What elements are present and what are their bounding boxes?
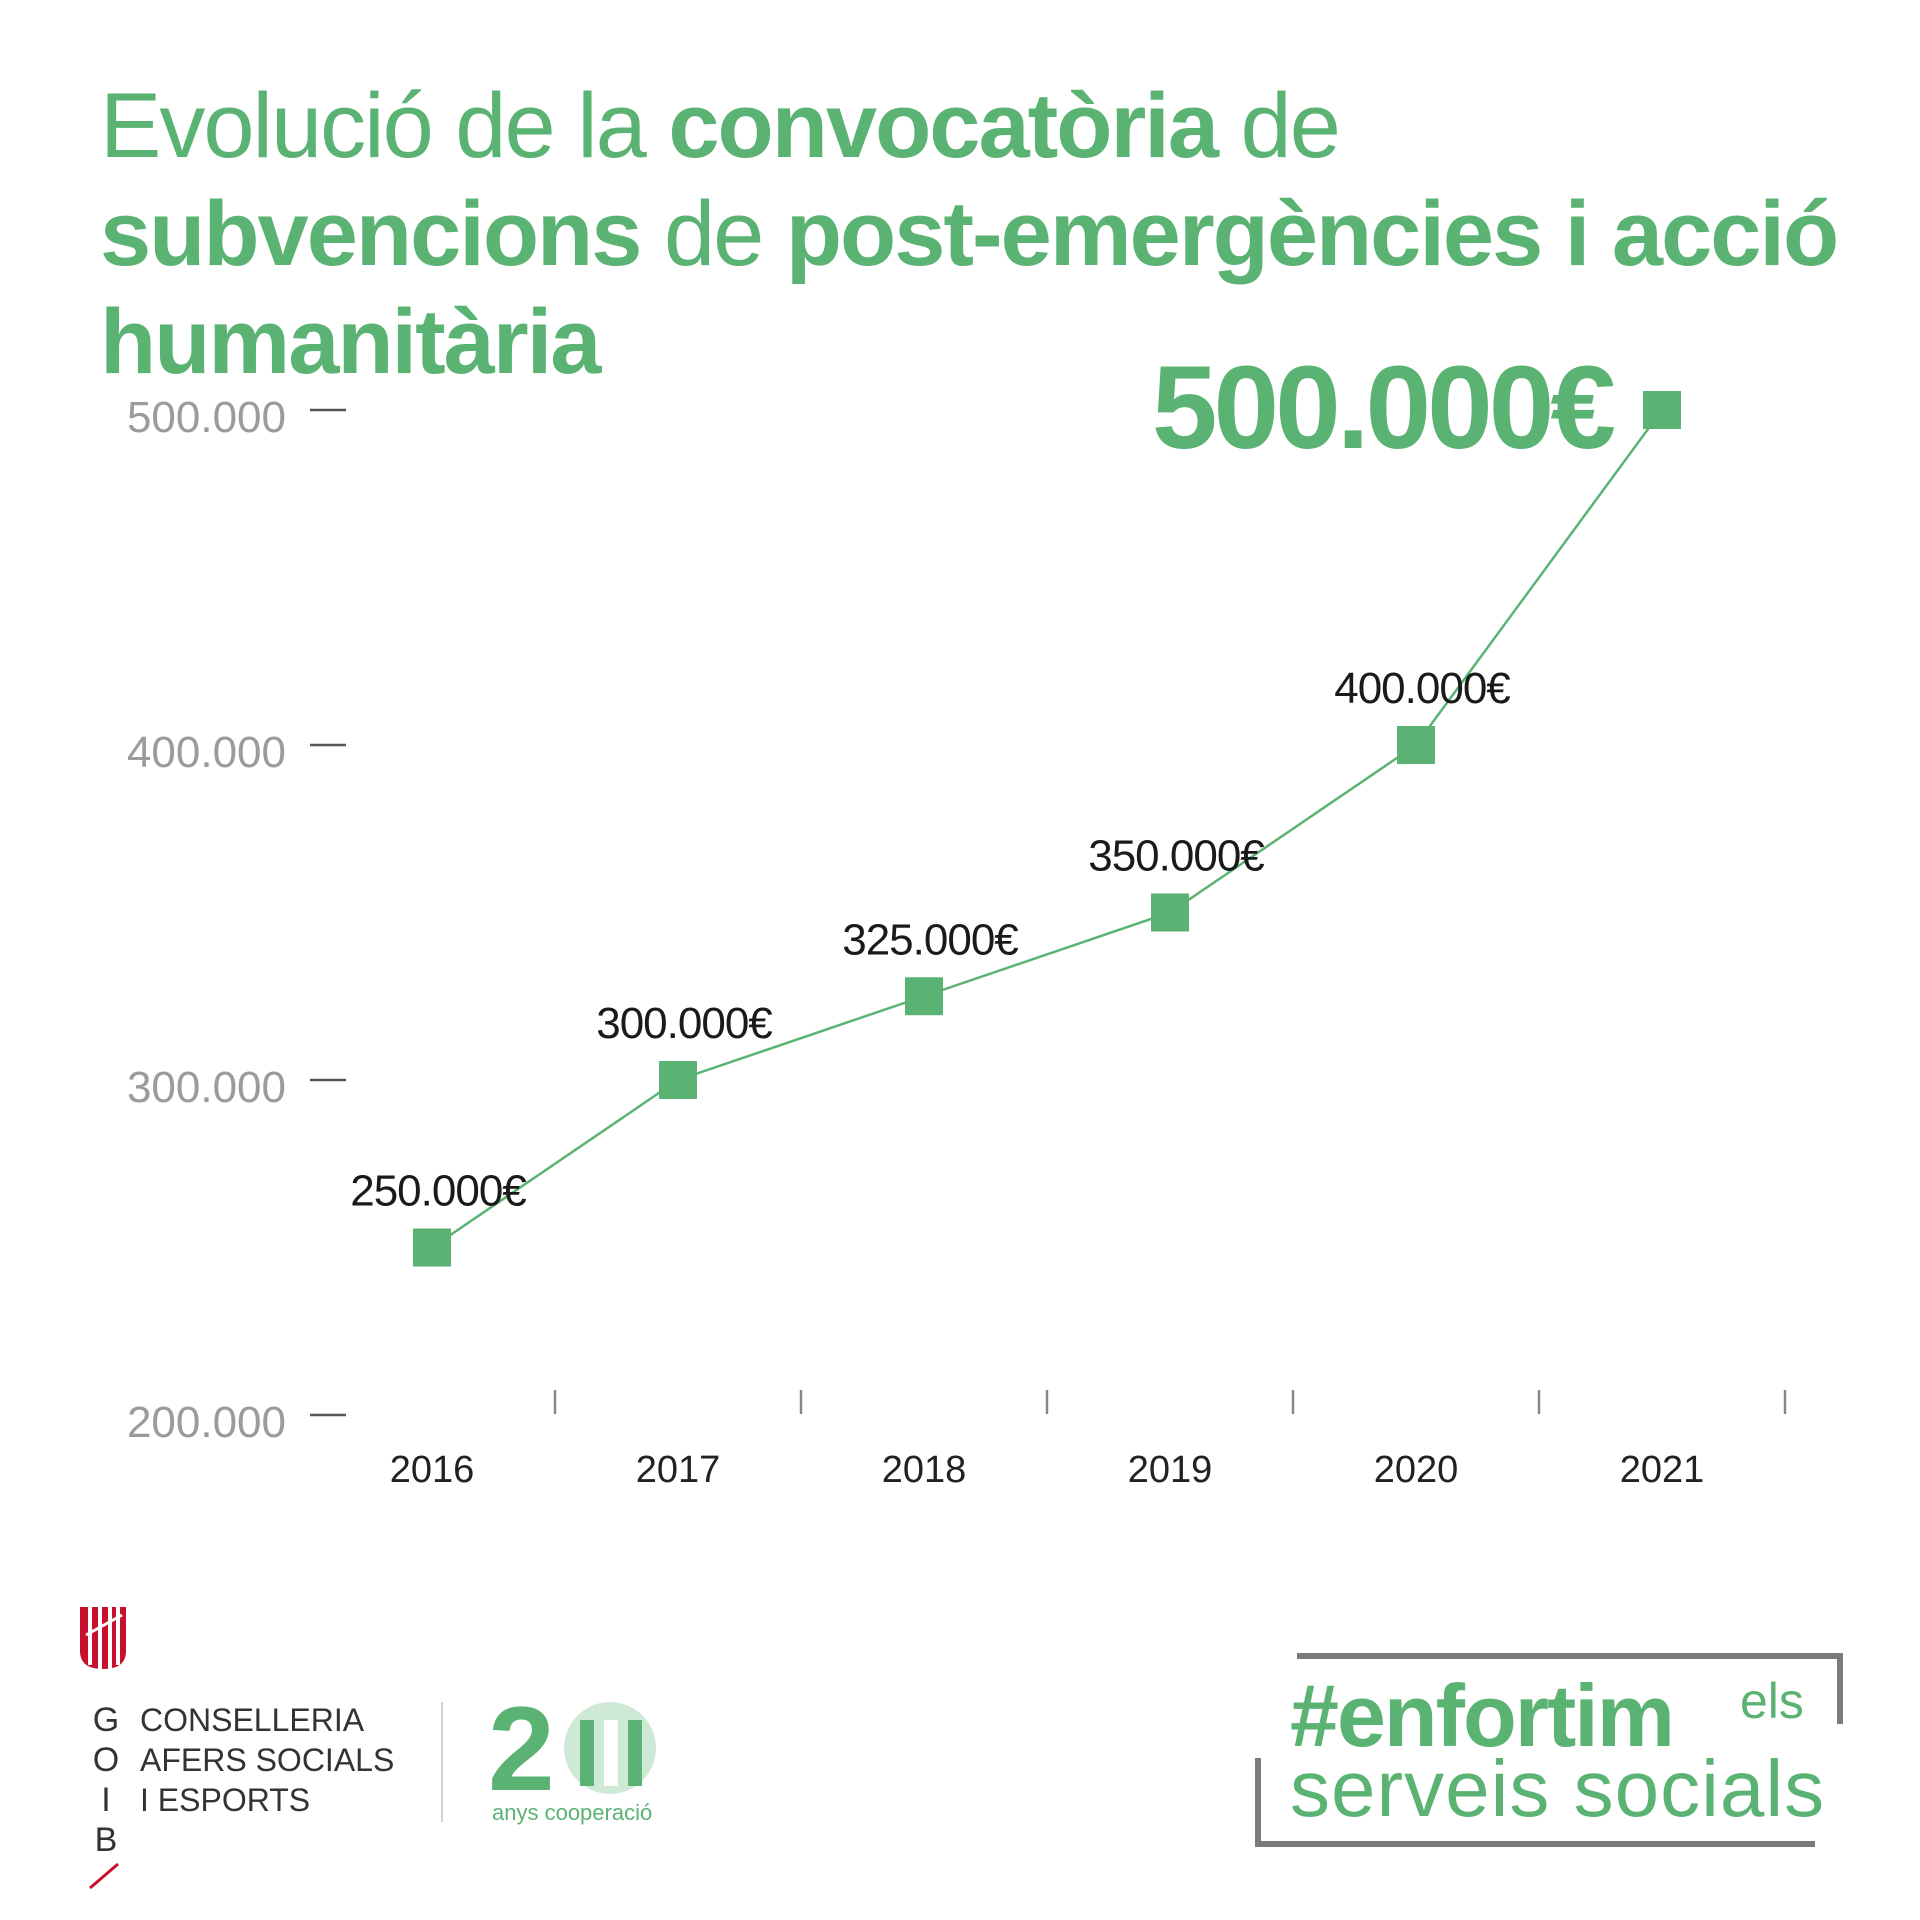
line-chart: 200.000 300.000 400.000 500.000 2016 2017 2018… — [127, 342, 1787, 1491]
title-segment: de — [640, 183, 786, 285]
x-tick-label: 2016 — [390, 1449, 475, 1491]
department-name: CONSELLERIA AFERS SOCIALS I ESPORTS — [140, 1700, 394, 1820]
department-line: AFERS SOCIALS — [140, 1742, 395, 1778]
data-point-marker — [1643, 391, 1681, 429]
x-tick-label: 2018 — [882, 1449, 967, 1491]
y-tick-label: 500.000 — [127, 393, 286, 442]
data-label: 300.000€ — [596, 999, 772, 1048]
title-segment: Evolució de la — [100, 75, 669, 177]
chart-title: Evolució de la convocatòria de subvencio… — [100, 72, 1840, 396]
goib-letter: I — [101, 1781, 111, 1819]
title-segment: de — [1216, 75, 1341, 177]
x-tick-label: 2020 — [1374, 1449, 1459, 1491]
goib-slash-icon — [89, 1862, 119, 1890]
x-tick-label: 2017 — [636, 1449, 721, 1491]
data-label: 250.000€ — [350, 1167, 526, 1216]
series-line — [431, 409, 1664, 1249]
department-line: CONSELLERIA — [140, 1702, 365, 1738]
hashtag-sub: serveis socials — [1290, 1744, 1826, 1833]
data-label: 350.000€ — [1088, 832, 1264, 881]
y-tick-label: 200.000 — [127, 1398, 286, 1447]
x-tick-label: 2019 — [1128, 1449, 1213, 1491]
title-segment: subvencions — [100, 183, 642, 285]
x-tick-label: 2021 — [1620, 1449, 1705, 1491]
hashtag-main: #enfortim — [1290, 1666, 1675, 1765]
title-segment: convocatòria — [668, 75, 1219, 177]
anniversary-logo: 2 — [488, 1690, 656, 1810]
hashtag-frame — [1255, 1653, 1843, 1847]
data-point-marker — [1151, 893, 1189, 932]
goib-letter: B — [94, 1821, 118, 1859]
y-tick-label: 400.000 — [127, 728, 286, 777]
data-point-marker — [413, 1228, 451, 1267]
data-point-marker — [659, 1061, 697, 1099]
data-label-highlight: 500.000€ — [1152, 342, 1615, 474]
data-point-marker — [905, 977, 943, 1016]
anniversary-number-2: 2 — [488, 1690, 555, 1810]
data-point-marker — [1397, 726, 1435, 764]
goib-letter: G — [92, 1701, 120, 1739]
goib-letters: G O I B — [86, 1700, 126, 1860]
title-segment: post-emergències i acció humanitària — [100, 183, 1839, 393]
anniversary-caption: anys cooperació — [492, 1800, 653, 1825]
y-tick-label: 300.000 — [127, 1063, 286, 1112]
hashtag-els: els — [1740, 1673, 1804, 1729]
department-line: I ESPORTS — [140, 1782, 311, 1818]
goib-letter: O — [92, 1741, 120, 1779]
footer-divider — [441, 1702, 443, 1822]
data-label: 325.000€ — [842, 915, 1018, 964]
goib-flag-icon — [80, 1607, 126, 1669]
data-label: 400.000€ — [1334, 664, 1510, 713]
